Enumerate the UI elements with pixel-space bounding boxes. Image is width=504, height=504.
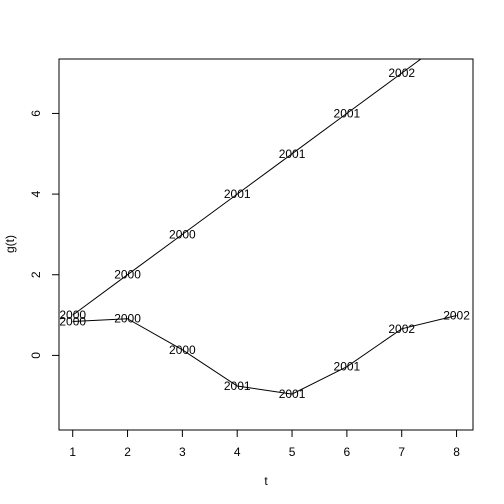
- point-label: 2002: [443, 308, 470, 322]
- x-tick-label: 8: [453, 445, 460, 459]
- point-label: 2000: [169, 227, 196, 241]
- point-label: 2001: [279, 147, 306, 161]
- y-tick-label: 0: [29, 352, 43, 359]
- x-axis-label: t: [264, 474, 268, 488]
- point-label: 2000: [114, 268, 141, 282]
- point-label: 2001: [334, 106, 361, 120]
- y-axis: 0 2 4 6: [29, 110, 59, 359]
- x-tick-label: 6: [344, 445, 351, 459]
- point-label: 2000: [59, 315, 86, 329]
- point-label: 2001: [279, 387, 306, 401]
- point-label: 2001: [334, 360, 361, 374]
- series-layer: [72, 59, 457, 395]
- x-tick-label: 4: [234, 445, 241, 459]
- point-label: 2001: [224, 379, 251, 393]
- point-label: 2002: [388, 66, 415, 80]
- x-tick-label: 5: [289, 445, 296, 459]
- x-tick-label: 3: [179, 445, 186, 459]
- series-line-2: [72, 315, 457, 395]
- series-line-1: [72, 59, 422, 316]
- point-label: 2000: [114, 312, 141, 326]
- y-axis-label: g(t): [3, 235, 17, 253]
- y-tick-label: 2: [29, 271, 43, 278]
- point-label: 2002: [388, 322, 415, 336]
- x-tick-label: 7: [398, 445, 405, 459]
- x-tick-label: 1: [69, 445, 76, 459]
- x-tick-label: 2: [124, 445, 131, 459]
- x-axis: 1 2 3 4 5 6 7 8: [69, 430, 460, 459]
- point-label: 2000: [169, 343, 196, 357]
- plot-box: [58, 58, 474, 431]
- y-tick-label: 6: [29, 110, 43, 117]
- point-label: 2001: [224, 187, 251, 201]
- y-tick-label: 4: [29, 190, 43, 197]
- point-label: 2000: [59, 308, 86, 322]
